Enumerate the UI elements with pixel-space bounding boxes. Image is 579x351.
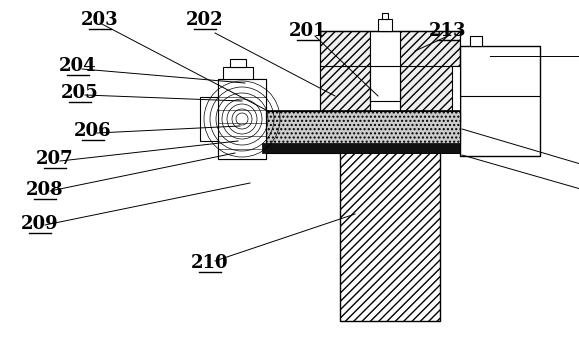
- Text: 213: 213: [429, 22, 467, 40]
- Bar: [452, 66, 460, 136]
- Text: 210: 210: [191, 254, 229, 272]
- Bar: [262, 143, 460, 153]
- Bar: [378, 19, 392, 31]
- Text: 201: 201: [289, 22, 327, 40]
- Bar: [340, 121, 440, 321]
- Bar: [460, 46, 540, 156]
- Bar: [370, 31, 400, 101]
- Text: 206: 206: [74, 122, 112, 140]
- Bar: [223, 67, 253, 79]
- Polygon shape: [400, 31, 460, 121]
- Polygon shape: [320, 31, 370, 121]
- Bar: [218, 79, 266, 159]
- Text: 204: 204: [59, 57, 97, 75]
- Text: 202: 202: [186, 11, 224, 29]
- Text: 207: 207: [36, 150, 74, 168]
- Text: 209: 209: [21, 215, 59, 233]
- Bar: [200, 97, 218, 141]
- Text: 205: 205: [61, 84, 99, 102]
- Bar: [230, 59, 246, 67]
- Bar: [382, 13, 388, 19]
- Bar: [218, 79, 266, 159]
- Text: 208: 208: [26, 181, 64, 199]
- Text: 203: 203: [81, 11, 119, 29]
- Bar: [470, 36, 482, 46]
- Bar: [262, 111, 460, 145]
